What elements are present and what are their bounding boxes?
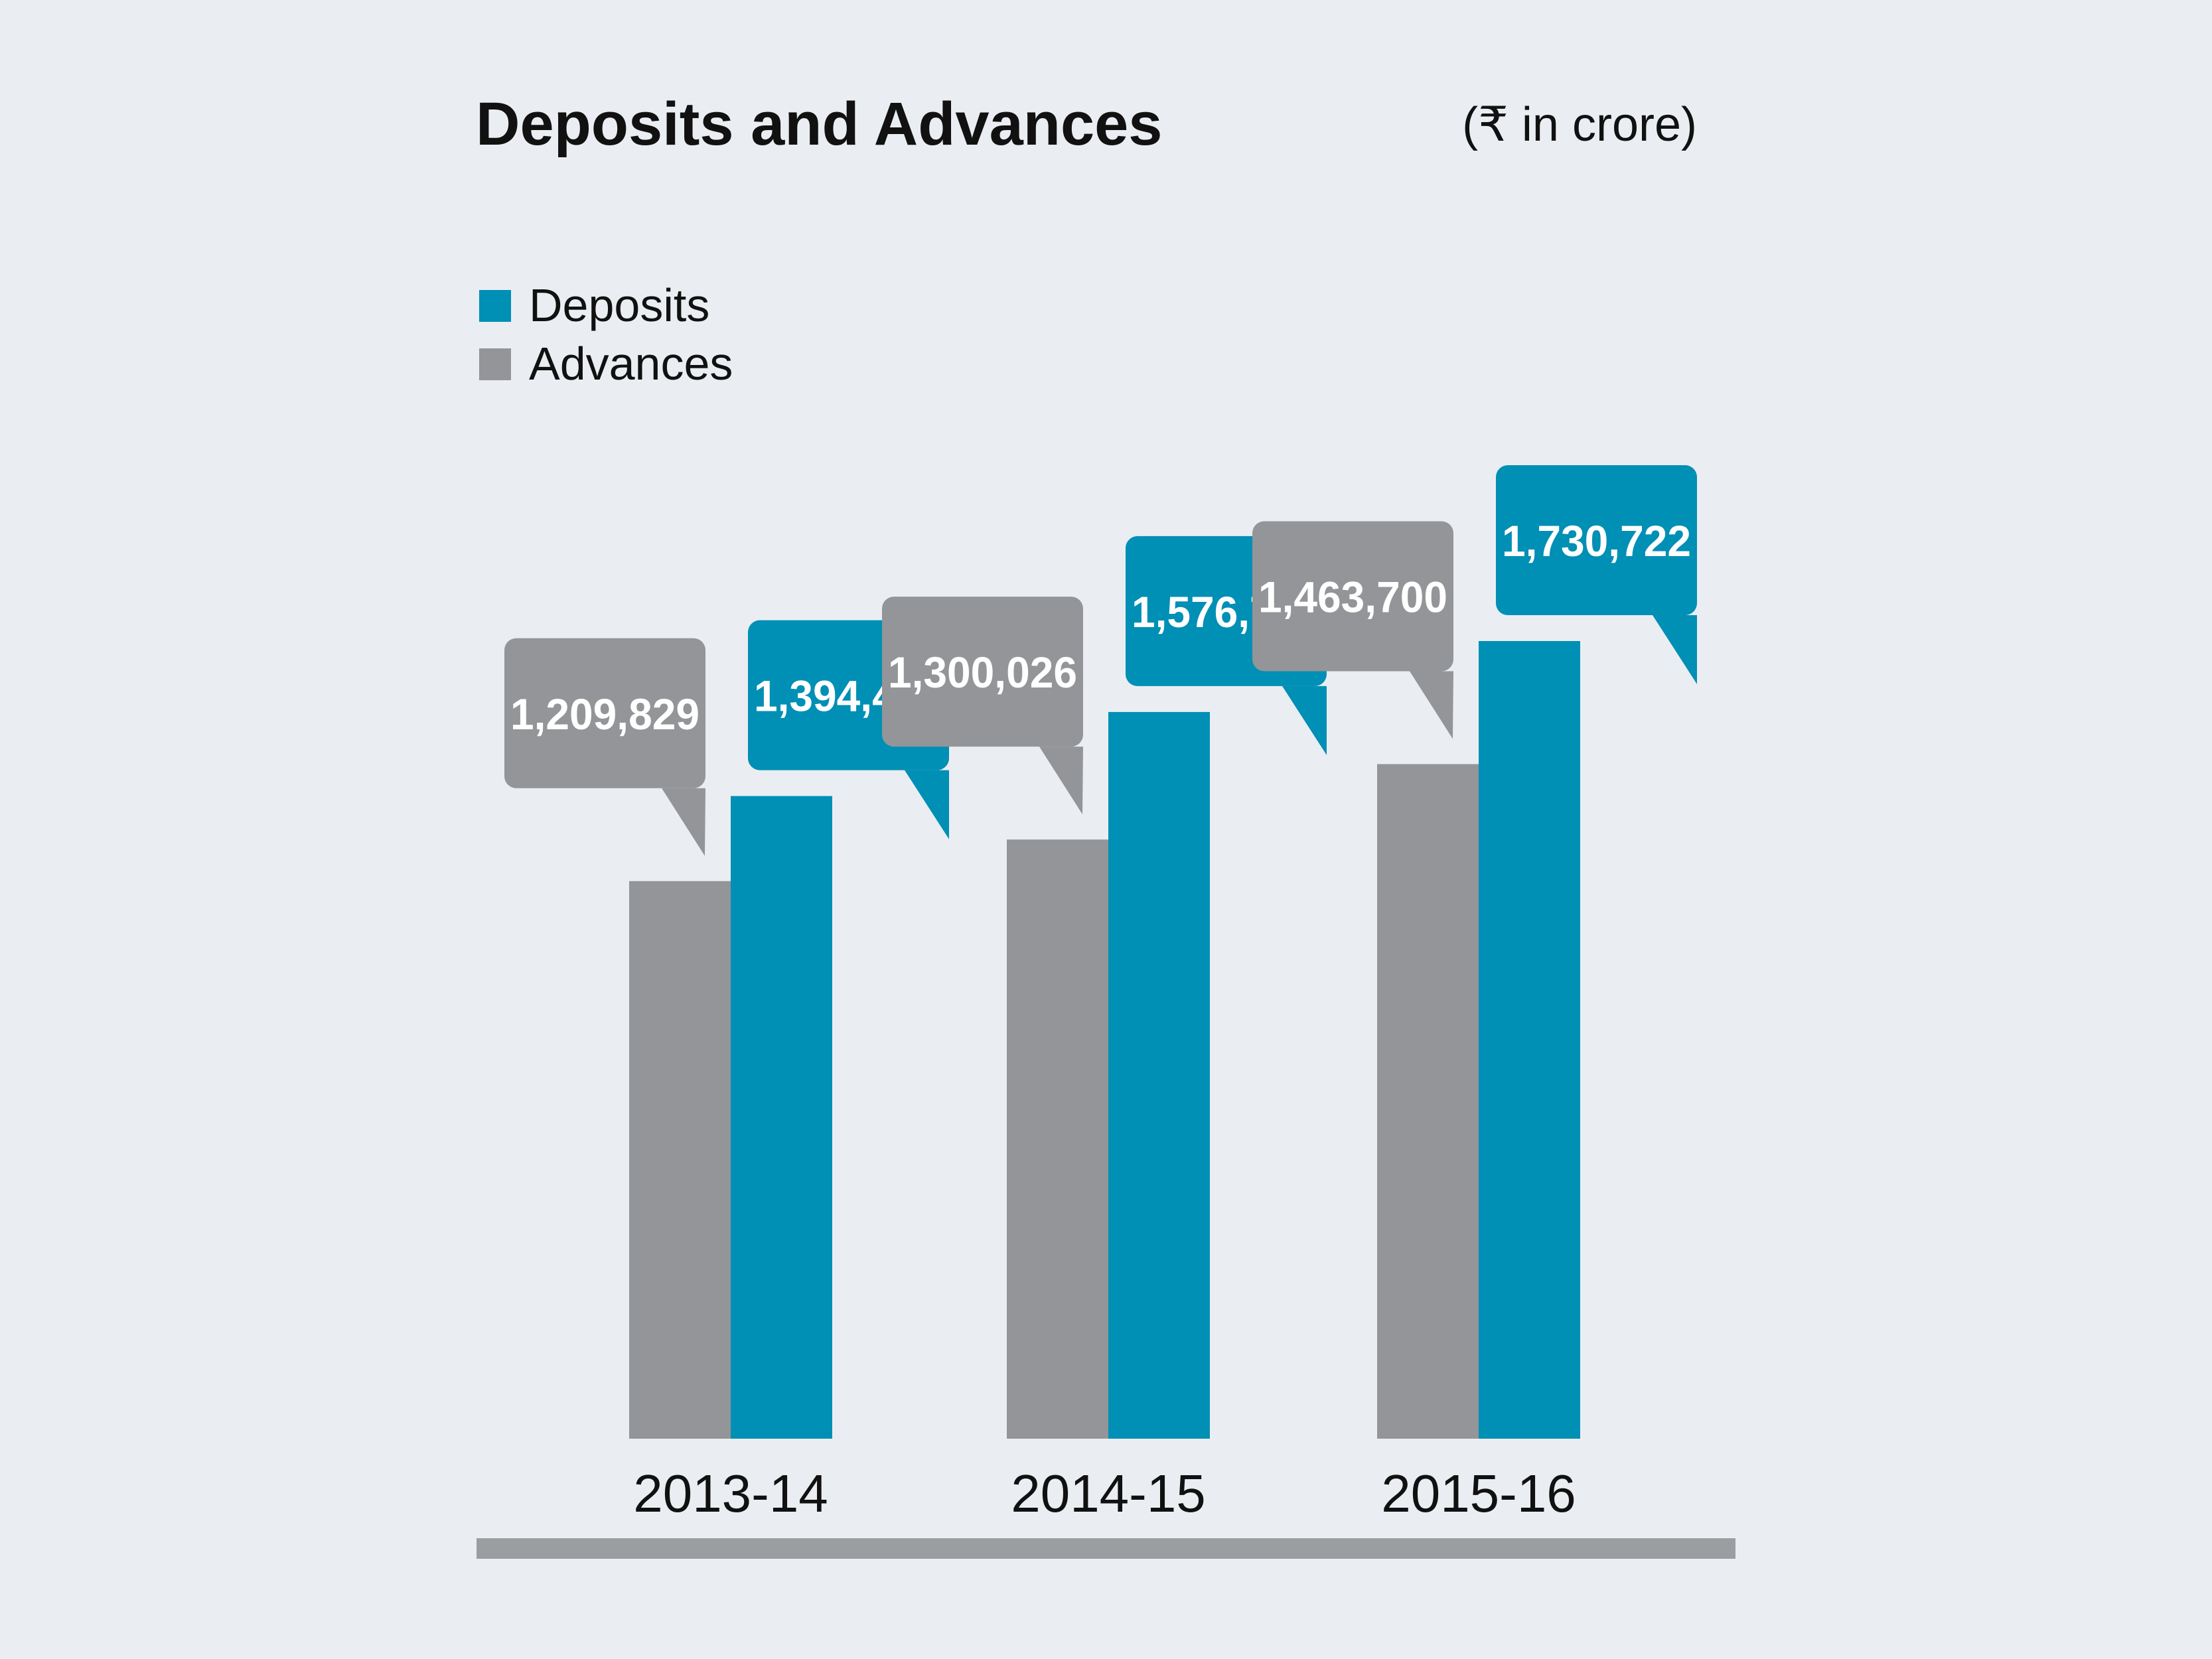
data-label-advances-2013-14: 1,209,829 [510,689,700,739]
bar-deposits-2013-14 [731,796,832,1439]
data-label-advances-2014-15: 1,300,026 [888,648,1077,697]
baseline-bar [477,1538,1735,1559]
callout-tail-deposits-2013-14 [905,770,949,839]
callout-tail-advances-2014-15 [1039,747,1083,815]
data-label-deposits-2015-16: 1,730,722 [1502,516,1691,565]
legend: Deposits Advances [479,279,733,390]
callout-tail-advances-2013-14 [662,788,705,856]
plot-area: 1,209,829 1,394,4092013-141,300,0261,576,… [504,465,1697,1523]
x-tick-label-2015-16: 2015-16 [1381,1464,1576,1523]
x-tick-label-2014-15: 2014-15 [1011,1464,1206,1523]
bar-advances-2015-16 [1377,764,1479,1439]
bar-advances-2013-14 [629,881,731,1439]
bar-deposits-2015-16 [1479,641,1580,1439]
callout-tail-deposits-2014-15 [1282,685,1327,755]
callout-tail-deposits-2015-16 [1653,615,1697,685]
unit-note: (₹ in crore) [1462,98,1697,151]
legend-swatch-deposits [479,290,511,322]
callout-advances-2015-16 [1252,521,1453,672]
callout-tail-advances-2015-16 [1410,671,1453,739]
callout-advances-2013-14 [504,638,705,788]
legend-label-deposits: Deposits [529,279,709,331]
chart-title: Deposits and Advances [476,90,1162,158]
x-tick-label-2013-14: 2013-14 [633,1464,828,1523]
bar-advances-2014-15 [1007,839,1108,1439]
callout-advances-2014-15 [882,597,1083,747]
legend-swatch-advances [479,348,511,380]
data-label-advances-2015-16: 1,463,700 [1258,572,1447,621]
bar-deposits-2014-15 [1108,711,1210,1439]
legend-label-advances: Advances [529,338,733,390]
callout-deposits-2015-16 [1496,465,1697,616]
